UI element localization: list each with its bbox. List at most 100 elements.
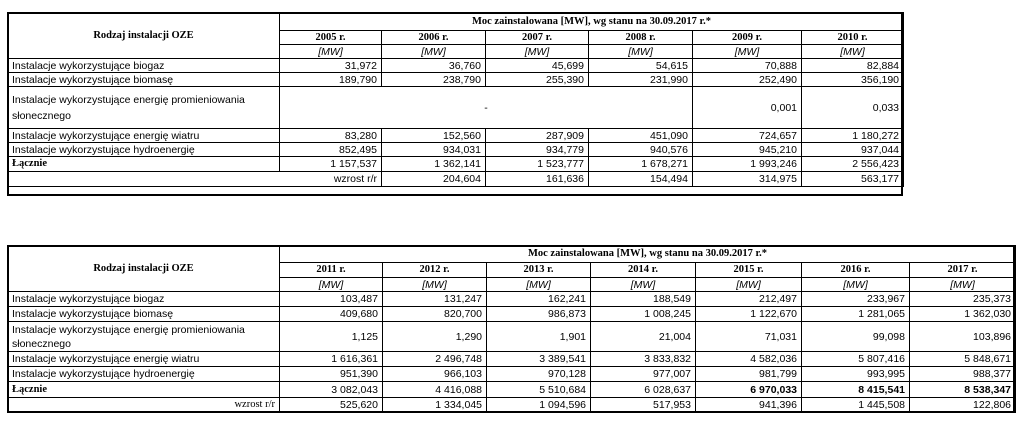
growth-row: wzrost r/r 525,620 1 334,045 1 094,596 5…: [8, 398, 1016, 413]
unit-label: [MW]: [696, 278, 802, 292]
unit-label: [MW]: [280, 278, 383, 292]
row-header: Rodzaj instalacji OZE: [8, 13, 280, 59]
total-cell: 1 523,777: [486, 157, 589, 172]
value-cell: 131,247: [383, 292, 487, 307]
table-row: Instalacje wykorzystujące biomasę 189,79…: [8, 73, 904, 87]
growth-cell: 525,620: [280, 398, 383, 413]
value-cell: 1 122,670: [696, 307, 802, 322]
table-row: Instalacje wykorzystujące energię promie…: [8, 322, 1016, 352]
year-header: 2006 r.: [382, 31, 486, 45]
value-cell: 103,487: [280, 292, 383, 307]
total-cell: 6 970,033: [696, 382, 802, 398]
total-cell: 8 538,347: [910, 382, 1016, 398]
table-2005-2010: Rodzaj instalacji OZE Moc zainstalowana …: [7, 12, 904, 187]
value-cell: 0,033: [802, 87, 904, 129]
year-header: 2012 r.: [383, 263, 487, 278]
value-cell: 54,615: [589, 59, 693, 73]
growth-cell: 314,975: [693, 172, 802, 187]
value-cell: 1,901: [487, 322, 591, 352]
unit-label: [MW]: [591, 278, 696, 292]
total-cell: 1 678,271: [589, 157, 693, 172]
table-2011-2017: Rodzaj instalacji OZE Moc zainstalowana …: [7, 245, 1016, 413]
growth-cell: 1 445,508: [802, 398, 910, 413]
value-cell: 1 281,065: [802, 307, 910, 322]
growth-cell: 1 094,596: [487, 398, 591, 413]
value-cell: 986,873: [487, 307, 591, 322]
value-cell: 70,888: [693, 59, 802, 73]
table-row: Instalacje wykorzystujące biogaz 103,487…: [8, 292, 1016, 307]
unit-label: [MW]: [486, 45, 589, 59]
value-cell: 945,210: [693, 143, 802, 157]
value-cell: 988,377: [910, 367, 1016, 382]
year-header: 2007 r.: [486, 31, 589, 45]
unit-label: [MW]: [802, 45, 904, 59]
value-cell: 409,680: [280, 307, 383, 322]
total-cell: 6 028,637: [591, 382, 696, 398]
value-cell: 934,031: [382, 143, 486, 157]
value-cell: 993,995: [802, 367, 910, 382]
value-cell: 82,884: [802, 59, 904, 73]
table-row: Instalacje wykorzystujące hydroenergię 9…: [8, 367, 1016, 382]
row-header: Rodzaj instalacji OZE: [8, 246, 280, 292]
value-cell: 4 582,036: [696, 352, 802, 367]
unit-label: [MW]: [383, 278, 487, 292]
growth-cell: 161,636: [486, 172, 589, 187]
row-label: Instalacje wykorzystujące biogaz: [8, 292, 280, 307]
column-group-header: Moc zainstalowana [MW], wg stanu na 30.0…: [280, 13, 904, 31]
growth-label: wzrost r/r: [8, 398, 280, 413]
row-label: Instalacje wykorzystujące energię promie…: [8, 322, 280, 352]
column-group-header: Moc zainstalowana [MW], wg stanu na 30.0…: [280, 246, 1016, 263]
value-cell: 934,779: [486, 143, 589, 157]
total-cell: 5 510,684: [487, 382, 591, 398]
value-cell: 21,004: [591, 322, 696, 352]
value-cell: 31,972: [280, 59, 382, 73]
value-cell: 940,576: [589, 143, 693, 157]
total-cell: 1 993,246: [693, 157, 802, 172]
total-cell: 3 082,043: [280, 382, 383, 398]
year-header: 2016 r.: [802, 263, 910, 278]
growth-cell: 1 334,045: [383, 398, 487, 413]
value-cell: 937,044: [802, 143, 904, 157]
total-label: Łącznie: [8, 382, 280, 398]
unit-label: [MW]: [693, 45, 802, 59]
value-cell: 820,700: [383, 307, 487, 322]
value-cell: 162,241: [487, 292, 591, 307]
value-cell: 83,280: [280, 129, 382, 143]
growth-cell: 154,494: [589, 172, 693, 187]
unit-label: [MW]: [487, 278, 591, 292]
unit-label: [MW]: [802, 278, 910, 292]
table-row: Instalacje wykorzystujące hydroenergię 8…: [8, 143, 904, 157]
row-label: Instalacje wykorzystujące biomasę: [8, 307, 280, 322]
total-cell: 2 556,423: [802, 157, 904, 172]
value-cell: 1 616,361: [280, 352, 383, 367]
value-cell: 189,790: [280, 73, 382, 87]
row-label: Instalacje wykorzystujące energię wiatru: [8, 352, 280, 367]
year-header: 2008 r.: [589, 31, 693, 45]
year-header: 2013 r.: [487, 263, 591, 278]
table-row: Instalacje wykorzystujące biogaz 31,972 …: [8, 59, 904, 73]
value-cell: 3 389,541: [487, 352, 591, 367]
value-cell: 1 008,245: [591, 307, 696, 322]
total-cell: 4 416,088: [383, 382, 487, 398]
value-cell: 252,490: [693, 73, 802, 87]
value-cell: 1,125: [280, 322, 383, 352]
table-row: Instalacje wykorzystujące energię promie…: [8, 87, 904, 129]
row-label: Instalacje wykorzystujące biomasę: [8, 73, 280, 87]
value-cell: 36,760: [382, 59, 486, 73]
value-cell: 356,190: [802, 73, 904, 87]
value-cell: 852,495: [280, 143, 382, 157]
total-row: Łącznie 1 157,537 1 362,141 1 523,777 1 …: [8, 157, 904, 172]
value-cell: 287,909: [486, 129, 589, 143]
growth-cell: 563,177: [802, 172, 904, 187]
value-cell: 238,790: [382, 73, 486, 87]
table-row: Instalacje wykorzystujące biomasę 409,68…: [8, 307, 1016, 322]
value-cell: 0,001: [693, 87, 802, 129]
row-label: Instalacje wykorzystujące hydroenergię: [8, 143, 280, 157]
value-cell: 235,373: [910, 292, 1016, 307]
year-header: 2010 r.: [802, 31, 904, 45]
unit-label: [MW]: [910, 278, 1016, 292]
year-header: 2014 r.: [591, 263, 696, 278]
table-row: Instalacje wykorzystujące energię wiatru…: [8, 352, 1016, 367]
row-label: Instalacje wykorzystujące energię promie…: [8, 87, 280, 129]
value-cell: 152,560: [382, 129, 486, 143]
